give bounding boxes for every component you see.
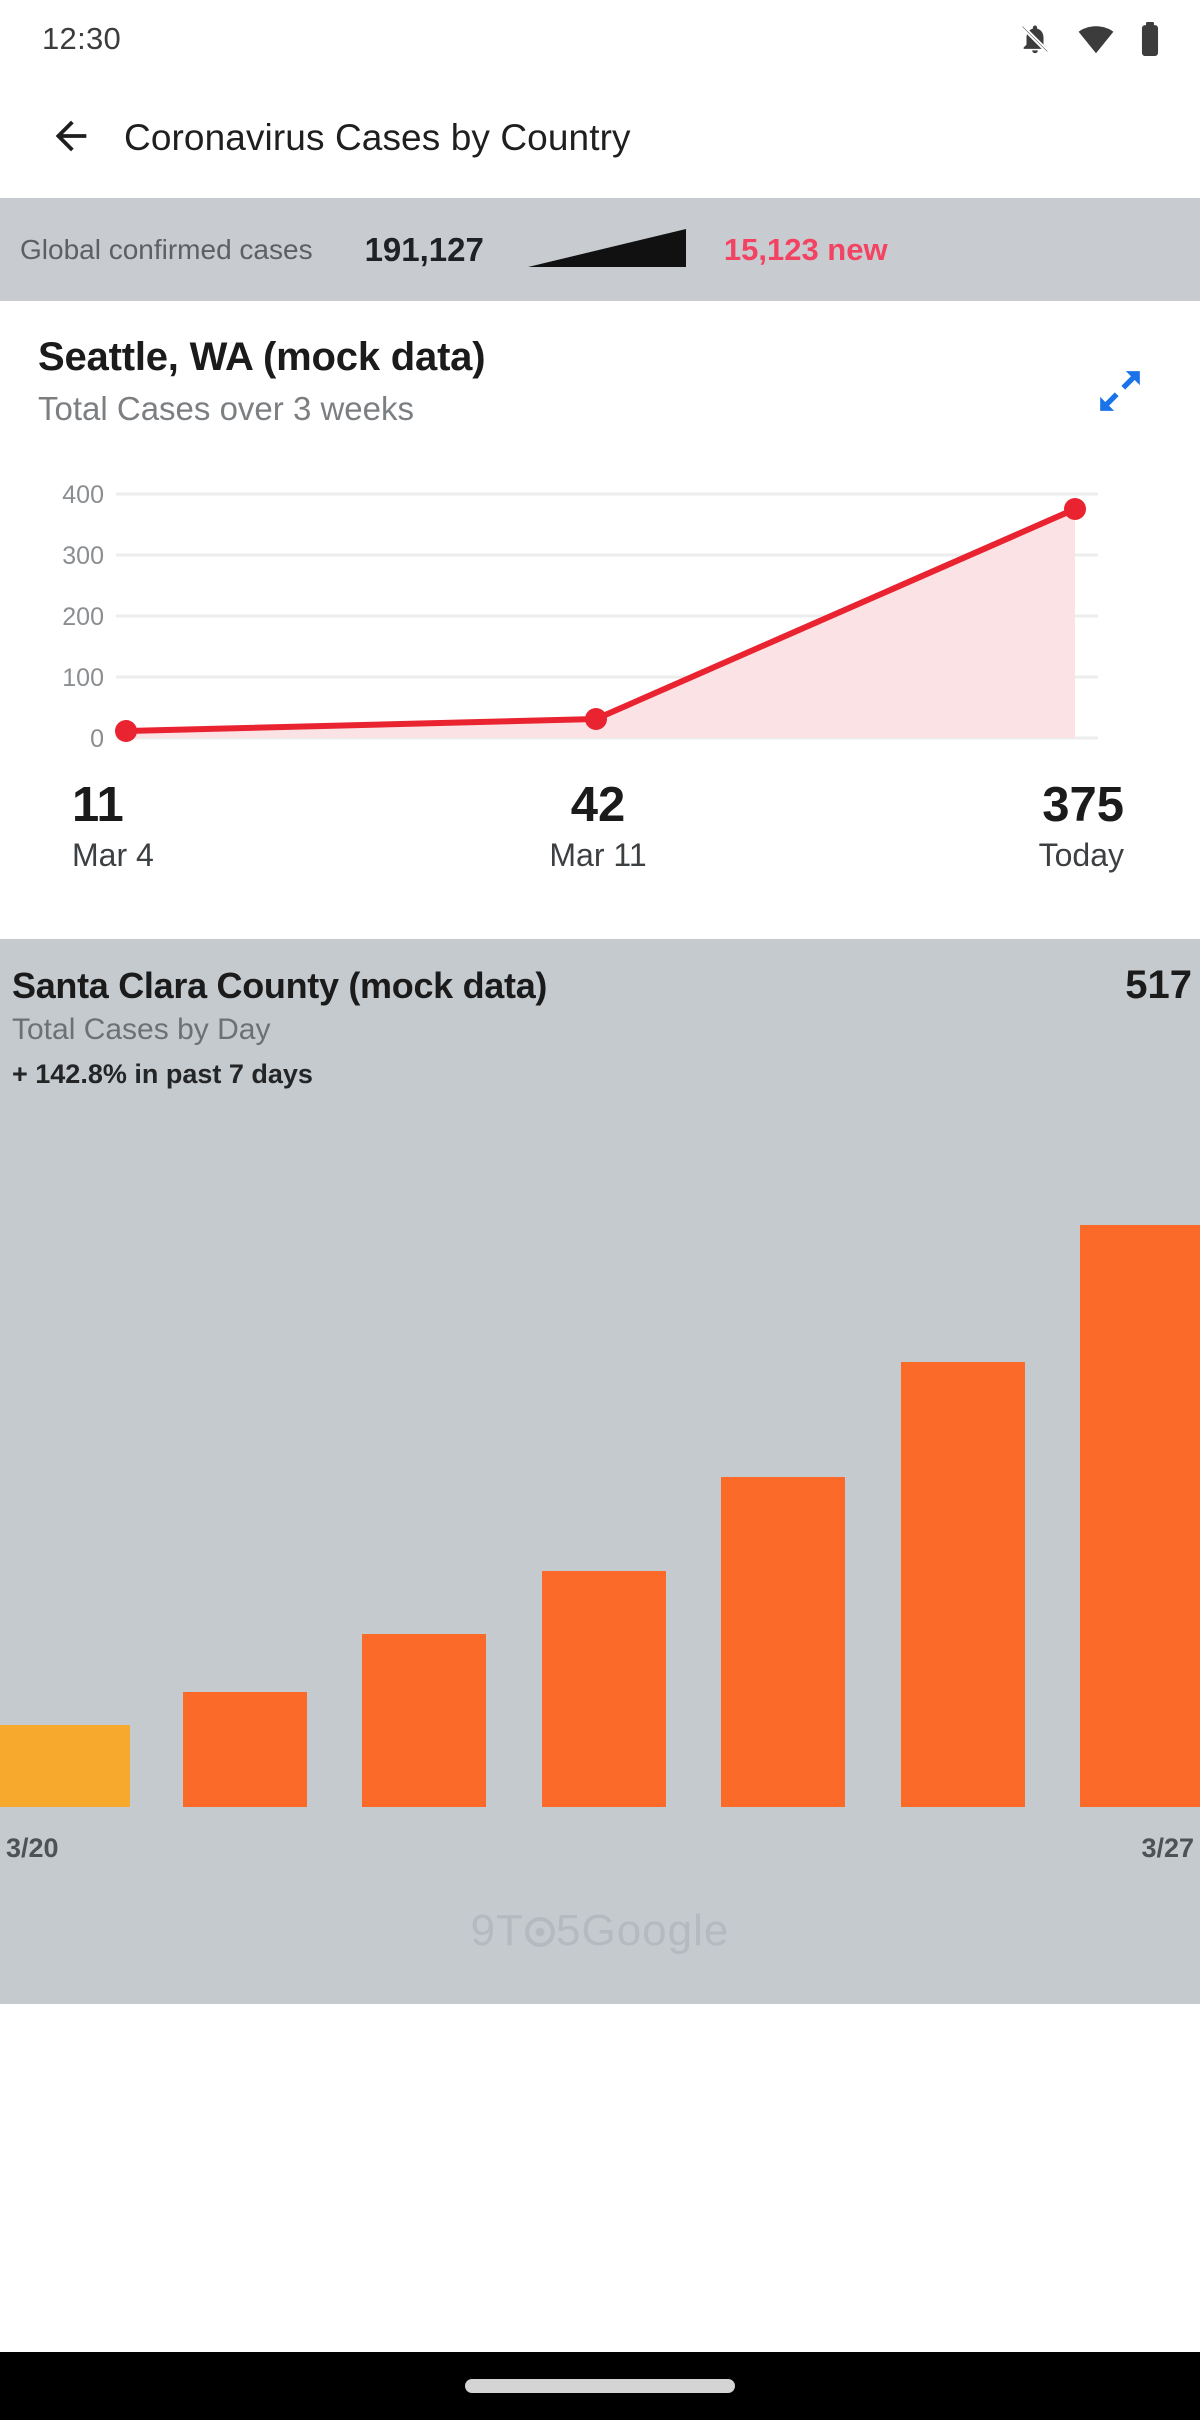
santa-clara-title: Santa Clara County (mock data) <box>12 965 548 1006</box>
back-button[interactable] <box>42 109 100 167</box>
seattle-value-row: 11 Mar 4 42 Mar 11 375 Today <box>38 778 1162 874</box>
bar-3-21[interactable] <box>183 1692 307 1807</box>
seattle-datapoint-2: 42 Mar 11 <box>423 778 774 874</box>
arrow-back-icon <box>48 113 94 164</box>
watermark: 9T 5Google <box>0 1906 1200 1956</box>
svg-text:100: 100 <box>62 664 104 692</box>
seattle-line-chart: 400 300 200 100 0 <box>38 472 1162 762</box>
santa-clara-subtitle: Total Cases by Day <box>12 1013 271 1046</box>
seattle-value: 42 <box>570 778 626 832</box>
global-cases-label: Global confirmed cases <box>20 233 313 265</box>
global-new-cases: 15,123 new <box>723 231 888 267</box>
line-chart-markers <box>115 498 1086 742</box>
seattle-card[interactable]: Seattle, WA (mock data) Total Cases over… <box>0 301 1200 921</box>
page-title: Coronavirus Cases by Country <box>124 117 631 158</box>
axis-label-start: 3/20 <box>6 1833 59 1863</box>
watermark-suffix: 5Google <box>556 1906 730 1955</box>
watermark-ring-icon <box>525 1917 555 1947</box>
svg-text:200: 200 <box>62 603 104 631</box>
svg-text:0: 0 <box>90 725 104 753</box>
card-divider <box>0 921 1200 939</box>
santa-clara-peak-value: 517 <box>1125 963 1192 1007</box>
expand-fullscreen-icon[interactable] <box>1092 363 1148 424</box>
seattle-date-label: Mar 4 <box>72 837 154 874</box>
santa-clara-bar-chart <box>0 939 1200 2004</box>
bar-3-23[interactable] <box>542 1571 666 1807</box>
seattle-datapoint-1: 11 Mar 4 <box>44 778 423 874</box>
watermark-prefix: 9T <box>470 1906 524 1955</box>
status-time: 12:30 <box>42 21 122 56</box>
global-cases-count: 191,127 <box>364 230 484 268</box>
battery-icon <box>1140 22 1160 56</box>
bar-3-25[interactable] <box>901 1362 1025 1807</box>
line-chart-svg: 400 300 200 100 0 <box>62 481 1098 753</box>
svg-text:400: 400 <box>62 481 104 509</box>
bar-3-24[interactable] <box>721 1477 845 1807</box>
bar-3-20[interactable] <box>0 1725 130 1807</box>
app-bar: Coronavirus Cases by Country <box>0 78 1200 198</box>
status-bar: 12:30 <box>0 0 1200 78</box>
y-axis-tick-labels: 400 300 200 100 0 <box>62 481 104 753</box>
line-chart-area-fill <box>126 509 1075 738</box>
svg-text:300: 300 <box>62 542 104 570</box>
axis-label-end: 3/27 <box>1141 1833 1194 1863</box>
home-gesture-pill[interactable] <box>465 2379 735 2393</box>
trend-up-sparkline-icon <box>527 223 690 276</box>
seattle-date-label: Mar 11 <box>549 837 647 874</box>
bar-3-26[interactable] <box>1080 1225 1200 1807</box>
seattle-date-label: Today <box>1038 837 1125 874</box>
santa-clara-delta: + 142.8% in past 7 days <box>12 1059 313 1089</box>
seattle-value: 375 <box>1042 778 1125 832</box>
notifications-off-icon <box>1018 22 1052 56</box>
status-icon-group <box>1018 22 1160 56</box>
seattle-value: 11 <box>72 778 124 832</box>
system-navigation-bar <box>0 2352 1200 2420</box>
santa-clara-header: Santa Clara County (mock data) Total Cas… <box>12 965 547 1090</box>
global-confirmed-cases-banner[interactable]: Global confirmed cases 191,127 15,123 ne… <box>0 198 1200 301</box>
wifi-icon <box>1078 24 1114 54</box>
bar-3-22[interactable] <box>362 1634 486 1807</box>
santa-clara-card[interactable]: Santa Clara County (mock data) Total Cas… <box>0 939 1200 2004</box>
seattle-card-subtitle: Total Cases over 3 weeks <box>38 390 415 427</box>
seattle-card-title: Seattle, WA (mock data) <box>38 335 486 379</box>
seattle-datapoint-3: 375 Today <box>773 778 1156 874</box>
